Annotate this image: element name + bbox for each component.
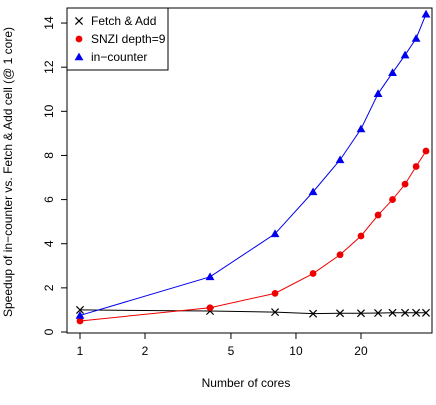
x-tick-label: 5 bbox=[228, 344, 235, 358]
data-point bbox=[271, 308, 280, 317]
y-tick-label: 12 bbox=[42, 60, 56, 74]
data-point bbox=[401, 308, 410, 317]
data-point bbox=[75, 305, 85, 314]
data-point bbox=[421, 308, 431, 317]
data-point bbox=[336, 309, 345, 318]
data-point bbox=[400, 50, 410, 59]
legend-marker bbox=[74, 52, 84, 61]
data-point bbox=[206, 304, 214, 312]
data-point bbox=[357, 232, 365, 240]
data-point bbox=[270, 229, 280, 238]
series-2 bbox=[75, 9, 431, 319]
data-point bbox=[356, 124, 366, 133]
data-point bbox=[374, 211, 382, 219]
series-line bbox=[79, 150, 427, 322]
legend: Fetch & Add SNZI depth=9 in−counter bbox=[66, 7, 169, 71]
series-line bbox=[79, 309, 426, 315]
y-axis-label: Speedup of in−counter vs. Fetch & Add ce… bbox=[1, 27, 15, 317]
legend-box bbox=[66, 7, 169, 71]
series-1 bbox=[76, 147, 430, 325]
marker-stroke bbox=[271, 308, 280, 317]
series-layer bbox=[75, 9, 431, 325]
data-point bbox=[411, 34, 421, 42]
legend-marker bbox=[74, 16, 84, 26]
y-tick-label: 14 bbox=[42, 16, 56, 30]
x-tick-label: 1 bbox=[77, 344, 84, 358]
y-tick-label: 2 bbox=[42, 284, 56, 291]
data-point bbox=[388, 308, 397, 317]
marker-stroke bbox=[309, 309, 318, 318]
x-tick-label: 10 bbox=[289, 344, 303, 358]
marker-stroke bbox=[388, 308, 397, 317]
marker-stroke bbox=[412, 308, 421, 317]
data-point bbox=[356, 309, 366, 318]
marker-stroke bbox=[374, 308, 383, 318]
marker-stroke bbox=[356, 309, 366, 318]
marker-stroke bbox=[401, 308, 410, 317]
data-point bbox=[76, 317, 84, 325]
data-point bbox=[388, 68, 397, 76]
data-point bbox=[421, 9, 431, 18]
legend-marker bbox=[75, 35, 83, 43]
data-point bbox=[205, 272, 215, 281]
legend-label: in−counter bbox=[91, 50, 147, 64]
x-tick-label: 20 bbox=[354, 344, 368, 358]
data-point bbox=[412, 163, 420, 170]
data-point bbox=[309, 309, 318, 318]
data-point bbox=[389, 196, 396, 203]
y-tick-label: 6 bbox=[42, 196, 56, 203]
data-point bbox=[401, 180, 409, 188]
data-point bbox=[412, 308, 421, 317]
legend-label: Fetch & Add bbox=[91, 14, 156, 28]
data-point bbox=[271, 289, 279, 297]
y-tick-label: 8 bbox=[42, 152, 56, 159]
data-point bbox=[373, 89, 383, 97]
marker-stroke bbox=[75, 305, 85, 314]
data-point bbox=[422, 147, 430, 155]
marker-stroke bbox=[336, 309, 345, 318]
data-point bbox=[336, 251, 344, 259]
legend-label: SNZI depth=9 bbox=[91, 32, 166, 46]
data-point bbox=[308, 187, 318, 196]
y-tick-label: 10 bbox=[42, 104, 56, 118]
marker-stroke bbox=[421, 308, 431, 317]
marker-stroke bbox=[74, 16, 84, 26]
x-axis-label: Number of cores bbox=[202, 376, 291, 390]
data-point bbox=[335, 155, 345, 164]
y-tick-label: 4 bbox=[42, 240, 56, 247]
data-point bbox=[374, 308, 383, 318]
data-point bbox=[75, 311, 85, 319]
y-tick-label: 0 bbox=[42, 328, 56, 335]
data-point bbox=[309, 270, 317, 277]
x-tick-label: 2 bbox=[142, 344, 149, 358]
plot-frame bbox=[66, 7, 433, 334]
